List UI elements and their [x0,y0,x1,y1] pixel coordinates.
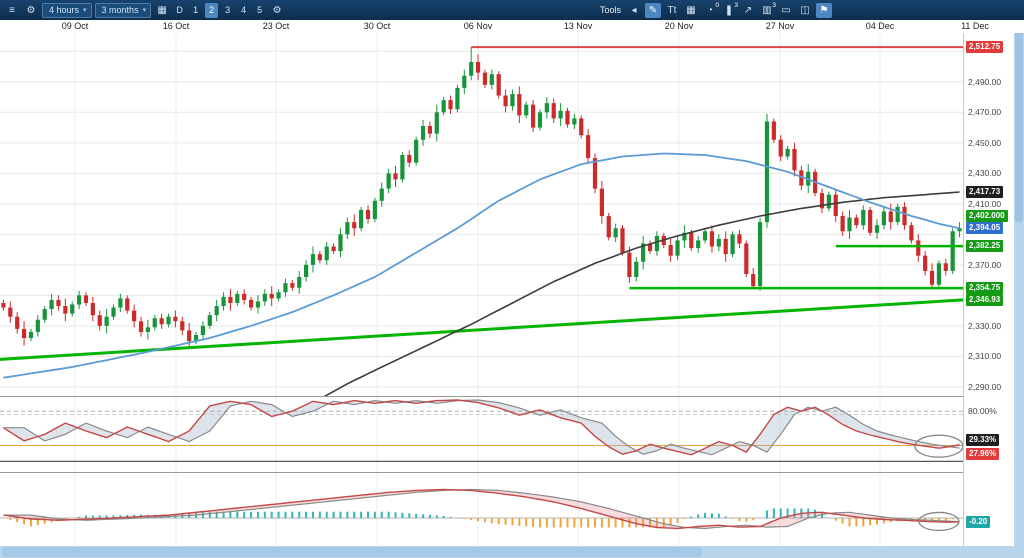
toolbar-calendar-button[interactable]: ▦ [154,3,170,18]
toolbar-fill-tool-button[interactable]: ◔ 0 [702,1,719,18]
date-tick-label: 04 Dec [865,21,895,31]
draw-tool-icon: ✎ [648,4,658,16]
price-scale-label: 2,330.00 [968,320,1002,331]
trendline-tool-icon: ↗ [743,4,753,16]
date-tick-label: 30 Oct [363,21,391,31]
toolbar-indicator-tool-button[interactable]: ▥ 3 [759,1,776,18]
price-axis[interactable]: 2,490.00 2,470.00 2,450.00 2,430.00 2,410.00… [963,33,1014,546]
toolbar-timeframe-button[interactable]: 4 hours ▾ [42,2,92,18]
chart-area: 09 Oct 16 Oct 23 Oct 30 Oct 06 Nov 13 Nov 20 N… [0,20,1024,546]
toolbar-chart-type-d-button[interactable]: D [176,5,183,15]
toolbar-eraser-tool-button[interactable]: ▭ [778,3,794,18]
settings-icon: ⚙ [26,4,36,16]
toolbar-left-group: ≡ ⚙ 4 hours ▾ 3 months ▾ ▦ D 1 2 3 4 5 ⚙ [4,2,285,18]
main-price-chart[interactable] [0,33,963,396]
vertical-scrollbar-thumb[interactable] [1015,22,1023,222]
date-tick-label: 16 Oct [162,21,190,31]
price-scale-label: 2,410.00 [968,198,1002,209]
price-badge: 2,512.75 [966,41,1004,54]
toolbar-compare-tool-button[interactable]: ◫ [797,3,813,18]
tools-label: Tools [599,5,621,15]
price-scale-label: 2,490.00 [968,76,1002,87]
toolbar-text-tool-button[interactable]: Tt [664,3,680,18]
horizontal-scrollbar-thumb[interactable] [2,547,702,557]
pattern-tool-icon: ▦ [686,4,696,16]
toolbar-layout-1-button[interactable]: 1 [193,5,199,15]
toolbar-layout-5-button[interactable]: 5 [257,5,263,15]
price-scale-label: 2,450.00 [968,137,1002,148]
fill-tool-icon: ◔ [706,4,714,16]
chart-panels [0,33,963,546]
timeframe-value: 4 hours [49,5,80,15]
candlestick-tool-count-badge: 3 [734,1,738,9]
price-badge: 2,394.05 [966,222,1004,235]
horizontal-scrollbar[interactable] [0,546,1024,558]
date-tick-label: 06 Nov [463,21,493,31]
fill-tool-count-badge: 0 [715,1,719,9]
toolbar-candlestick-tool-button[interactable]: ❚ 3 [721,1,738,18]
osc-value-badge: 27.96% [966,447,1000,460]
price-badge: 2,417.73 [966,186,1004,199]
chevron-down-icon: ▾ [83,7,87,14]
candlestick-tool-icon: ❚ [724,4,734,16]
toolbar-menu-button[interactable]: ≡ [4,3,20,18]
toolbar-draw-tool-button[interactable]: ✎ [645,2,661,18]
eraser-tool-icon: ▭ [781,4,791,16]
date-tick-label: 27 Nov [765,21,795,31]
snapshot-tool-icon: ⚑ [819,4,829,16]
toolbar-right-group: ◂ ✎ Tt ▦ ◔ 0 ❚ 3 ↗ ▥ 3 ▭ ◫ ⚑ [626,1,832,18]
date-tick-label: 23 Oct [262,21,290,31]
date-tick-label: 09 Oct [61,21,89,31]
price-scale-label: 2,290.00 [968,381,1002,392]
price-scale-label: 2,430.00 [968,168,1002,179]
macd-value-badge: -0.20 [966,515,991,528]
price-badge: 2,354.75 [966,282,1004,295]
price-badge: 2,402.000 [966,210,1008,223]
toolbar-settings-button[interactable]: ⚙ [23,3,39,18]
menu-icon: ≡ [9,4,15,16]
chart-settings-icon: ⚙ [272,4,282,16]
price-badge: 2,346.93 [966,294,1004,307]
toolbar-chart-settings-button[interactable]: ⚙ [269,3,285,18]
toolbar-period-button[interactable]: 3 months ▾ [94,2,152,18]
date-tick-label: 20 Nov [664,21,694,31]
price-scale-label: 2,370.00 [968,259,1002,270]
price-scale-label: 2,470.00 [968,107,1002,118]
period-value: 3 months [101,5,139,15]
chart-toolbar: ≡ ⚙ 4 hours ▾ 3 months ▾ ▦ D 1 2 3 4 5 ⚙ Tools ◂ ✎ Tt ▦ ◔… [0,0,1024,20]
date-tick-label: 13 Nov [563,21,593,31]
compare-tool-icon: ◫ [800,4,810,16]
toolbar-layout-2-button[interactable]: 2 [205,2,219,18]
toolbar-collapse-tools-button[interactable]: ◂ [626,3,642,18]
vertical-scrollbar[interactable] [1014,20,1024,546]
collapse-tools-icon: ◂ [631,4,637,16]
toolbar-layout-3-button[interactable]: 3 [225,5,231,15]
indicator-tool-icon: ▥ [762,4,772,16]
date-axis: 09 Oct 16 Oct 23 Oct 30 Oct 06 Nov 13 Nov 20 N… [0,20,1024,33]
chevron-down-icon: ▾ [142,7,147,14]
toolbar-pattern-tool-button[interactable]: ▦ [683,3,699,18]
price-scale-label: 2,310.00 [968,351,1002,362]
indicator-tool-count-badge: 3 [772,1,776,9]
toolbar-trendline-tool-button[interactable]: ↗ [740,3,756,18]
price-badge: 2,382.25 [966,240,1004,253]
stochastic-panel[interactable] [0,396,963,472]
osc-value-badge: 29.33% [966,433,1000,446]
toolbar-layout-4-button[interactable]: 4 [241,5,247,15]
osc-scale-label: 80.00% [968,406,997,417]
toolbar-snapshot-tool-button[interactable]: ⚑ [816,2,832,18]
calendar-icon: ▦ [157,4,167,16]
text-tool-icon: Tt [667,4,677,16]
date-tick-label: 11 Dec [961,21,989,31]
macd-panel[interactable] [0,472,963,546]
